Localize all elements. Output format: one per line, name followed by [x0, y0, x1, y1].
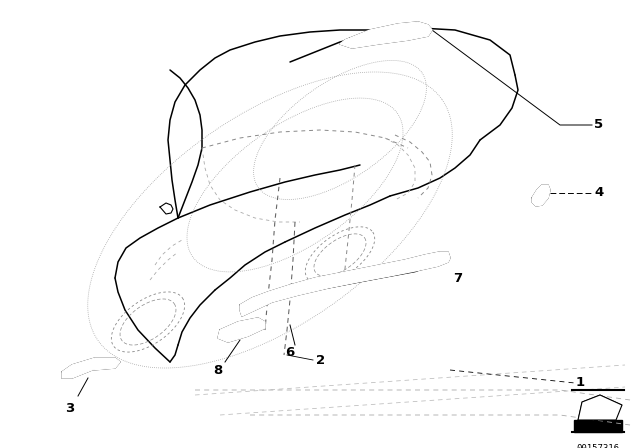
- Polygon shape: [240, 252, 450, 316]
- Text: 8: 8: [213, 363, 223, 376]
- Text: 00157316: 00157316: [577, 444, 620, 448]
- Text: 3: 3: [65, 401, 75, 414]
- Text: 4: 4: [594, 186, 604, 199]
- Text: 7: 7: [453, 271, 462, 284]
- Polygon shape: [532, 185, 550, 206]
- Text: 5: 5: [594, 119, 603, 132]
- Polygon shape: [578, 395, 622, 420]
- Text: 2: 2: [316, 353, 325, 366]
- Polygon shape: [340, 22, 432, 48]
- Text: 1: 1: [576, 376, 585, 389]
- Polygon shape: [62, 358, 120, 378]
- Text: 6: 6: [285, 345, 294, 358]
- Polygon shape: [218, 318, 265, 342]
- Bar: [574, 420, 622, 432]
